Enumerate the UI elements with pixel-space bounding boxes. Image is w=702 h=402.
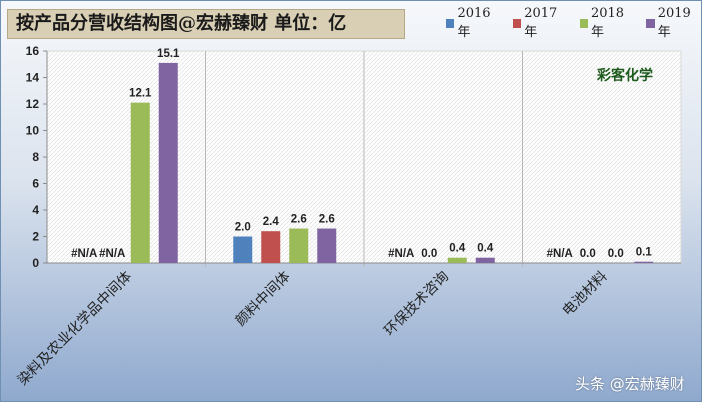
category-label: 染料及农业化学品中间体: [15, 269, 135, 389]
legend-label: 2017年: [524, 6, 558, 40]
legend-item-1: 2017年: [512, 6, 568, 40]
brand-watermark: 彩客化学: [597, 68, 653, 84]
y-tick-label: 4: [32, 203, 39, 217]
legend-swatch: [579, 18, 588, 28]
bar-2018年-环保技术咨询: [447, 257, 467, 263]
data-label: 0.4: [449, 243, 466, 255]
legend-swatch: [512, 18, 522, 28]
category-label: 颜料中间体: [233, 269, 294, 330]
category-label: 环保技术咨询: [381, 269, 452, 340]
bar-2019年-染料及农业化学品中间体: [158, 62, 178, 263]
bar-2016年-颜料中间体: [233, 236, 253, 263]
data-label: 15.1: [157, 48, 180, 60]
bar-2019年-电池材料: [634, 261, 654, 263]
y-tick-label: 14: [26, 71, 40, 85]
data-label: 0.0: [608, 248, 624, 260]
data-label: 12.1: [129, 88, 152, 100]
data-label: 2.4: [263, 216, 280, 228]
y-tick-label: 12: [26, 97, 40, 111]
chart-legend: 2016年 2017年 2018年 2019年: [446, 6, 701, 40]
y-tick-label: 6: [32, 177, 39, 191]
data-label: #N/A: [99, 248, 125, 260]
legend-label: 2016年: [457, 6, 491, 40]
y-tick-label: 2: [32, 230, 39, 244]
legend-item-0: 2016年: [446, 6, 501, 40]
y-tick-label: 0: [32, 256, 39, 270]
legend-label: 2018年: [590, 6, 625, 40]
bar-2019年-颜料中间体: [317, 228, 337, 263]
data-label: 0.1: [636, 247, 653, 259]
data-label: 2.0: [235, 222, 251, 234]
legend-swatch: [646, 18, 655, 28]
source-watermark: 头条 @宏赫臻财: [575, 375, 685, 393]
bar-2018年-颜料中间体: [289, 228, 309, 263]
y-tick-label: 16: [26, 44, 40, 58]
legend-label: 2019年: [657, 6, 691, 40]
bar-2017年-颜料中间体: [261, 231, 281, 263]
bar-2018年-染料及农业化学品中间体: [130, 102, 150, 263]
data-label: #N/A: [388, 248, 414, 260]
data-label: 0.0: [580, 248, 596, 260]
data-label: 2.6: [319, 214, 335, 226]
category-label: 电池材料: [560, 269, 611, 320]
legend-item-2: 2018年: [579, 6, 635, 40]
data-label: 0.4: [477, 243, 494, 255]
data-label: 2.6: [291, 214, 307, 226]
y-tick-label: 10: [26, 124, 40, 138]
legend-item-3: 2019年: [646, 6, 701, 40]
bar-2019年-环保技术咨询: [475, 257, 495, 263]
legend-swatch: [446, 18, 455, 28]
data-label: 0.0: [421, 248, 437, 260]
chart-title: 按产品分营收结构图@宏赫臻财 单位：亿: [7, 9, 405, 39]
data-label: #N/A: [547, 248, 573, 260]
data-label: #N/A: [71, 248, 97, 260]
y-tick-label: 8: [32, 150, 39, 164]
